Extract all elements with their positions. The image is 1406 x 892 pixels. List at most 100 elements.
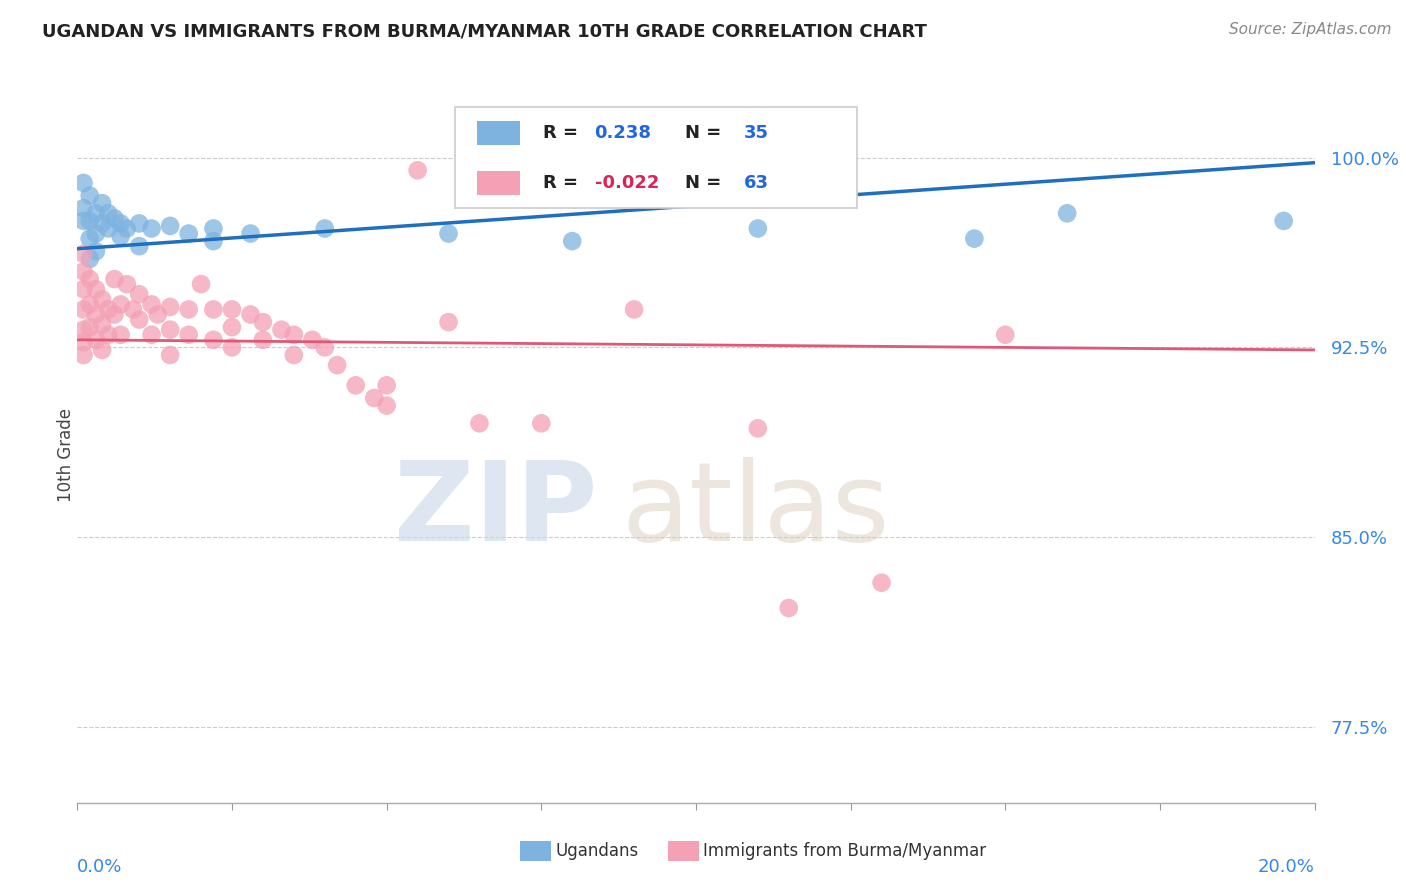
Point <box>79 188 101 202</box>
Point <box>72 335 94 350</box>
Point <box>146 308 169 322</box>
Text: 0.0%: 0.0% <box>77 858 122 877</box>
Point <box>301 333 323 347</box>
Point <box>177 302 200 317</box>
Point <box>72 302 94 317</box>
Point <box>747 421 769 435</box>
Point <box>72 264 94 278</box>
Point <box>97 206 120 220</box>
Point <box>239 308 262 322</box>
Point <box>159 300 181 314</box>
Point <box>375 378 398 392</box>
Point <box>778 601 800 615</box>
Point <box>72 323 94 337</box>
Point <box>115 277 138 292</box>
Point <box>468 417 491 431</box>
Point <box>79 297 101 311</box>
Point <box>79 272 101 286</box>
Text: -0.022: -0.022 <box>595 174 659 192</box>
Point <box>97 221 120 235</box>
Text: 63: 63 <box>744 174 769 192</box>
Point <box>530 417 553 431</box>
Point <box>91 216 114 230</box>
Point <box>72 201 94 215</box>
Point <box>103 308 125 322</box>
Point <box>110 229 132 244</box>
Bar <box>477 171 520 195</box>
Point <box>72 247 94 261</box>
Point <box>252 333 274 347</box>
Point <box>79 231 101 245</box>
Point <box>91 293 114 307</box>
Point <box>314 221 336 235</box>
Point <box>128 287 150 301</box>
Point <box>1056 206 1078 220</box>
Point <box>110 297 132 311</box>
Point <box>623 302 645 317</box>
Point <box>128 239 150 253</box>
Point <box>344 378 367 392</box>
Point <box>141 221 163 235</box>
Point <box>190 277 212 292</box>
Point <box>72 348 94 362</box>
Point <box>270 323 292 337</box>
Point <box>239 227 262 241</box>
Point <box>91 196 114 211</box>
Point <box>159 348 181 362</box>
Point <box>363 391 385 405</box>
Point <box>97 327 120 342</box>
Text: Ugandans: Ugandans <box>555 842 638 860</box>
Point <box>84 244 107 259</box>
Point <box>870 575 893 590</box>
Point <box>84 308 107 322</box>
Point <box>221 302 243 317</box>
Text: R =: R = <box>543 124 583 142</box>
Point <box>84 206 107 220</box>
Point <box>159 323 181 337</box>
Point <box>747 221 769 235</box>
Point <box>128 312 150 326</box>
Text: N =: N = <box>685 174 727 192</box>
Point <box>437 227 460 241</box>
FancyBboxPatch shape <box>454 107 856 208</box>
Point <box>252 315 274 329</box>
Point <box>110 216 132 230</box>
Point <box>177 227 200 241</box>
Point <box>79 214 101 228</box>
Point <box>79 320 101 334</box>
Point <box>103 272 125 286</box>
Point <box>406 163 429 178</box>
Point <box>84 282 107 296</box>
Point <box>141 327 163 342</box>
Text: Source: ZipAtlas.com: Source: ZipAtlas.com <box>1229 22 1392 37</box>
Text: N =: N = <box>685 124 727 142</box>
Point <box>79 252 101 266</box>
Point <box>115 221 138 235</box>
Bar <box>477 121 520 145</box>
Text: UGANDAN VS IMMIGRANTS FROM BURMA/MYANMAR 10TH GRADE CORRELATION CHART: UGANDAN VS IMMIGRANTS FROM BURMA/MYANMAR… <box>42 22 927 40</box>
Point <box>561 234 583 248</box>
Point <box>72 176 94 190</box>
Text: R =: R = <box>543 174 583 192</box>
Point <box>72 214 94 228</box>
Point <box>84 227 107 241</box>
Point <box>122 302 145 317</box>
Text: 0.238: 0.238 <box>595 124 651 142</box>
Point <box>91 343 114 357</box>
Point <box>103 211 125 226</box>
Point <box>1272 214 1295 228</box>
Point <box>963 231 986 245</box>
Point <box>202 221 225 235</box>
Text: 35: 35 <box>744 124 769 142</box>
Y-axis label: 10th Grade: 10th Grade <box>58 408 75 502</box>
Text: Immigrants from Burma/Myanmar: Immigrants from Burma/Myanmar <box>703 842 986 860</box>
Point <box>221 320 243 334</box>
Point <box>110 327 132 342</box>
Point <box>326 358 349 372</box>
Point <box>202 302 225 317</box>
Point <box>159 219 181 233</box>
Point <box>97 302 120 317</box>
Text: 20.0%: 20.0% <box>1258 858 1315 877</box>
Point <box>437 315 460 329</box>
Point <box>221 340 243 354</box>
